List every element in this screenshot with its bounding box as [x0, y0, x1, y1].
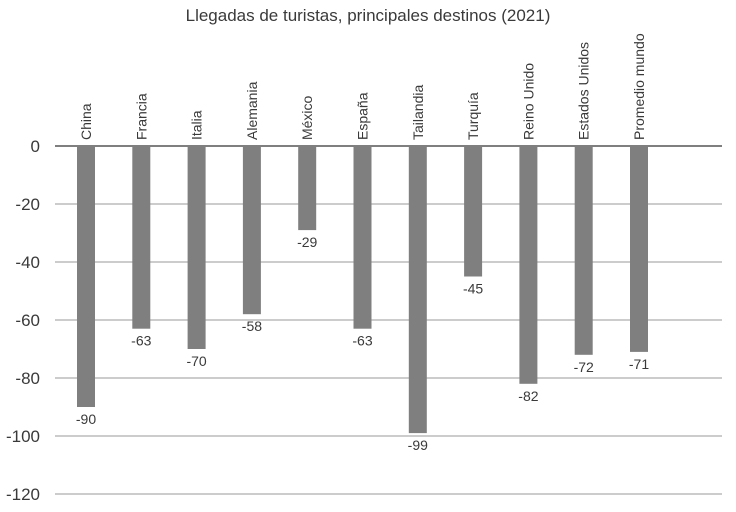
category-label: Promedio mundo — [631, 33, 647, 140]
category-label: Tailandia — [410, 85, 426, 140]
y-tick-label: 0 — [31, 137, 40, 156]
y-tick-label: -60 — [15, 311, 40, 330]
data-label: -99 — [408, 437, 428, 453]
bar — [187, 146, 206, 349]
data-label: -70 — [186, 353, 206, 369]
y-tick-label: -100 — [6, 427, 40, 446]
data-label: -58 — [242, 318, 262, 334]
category-label: Italia — [189, 110, 205, 140]
y-tick-label: -40 — [15, 253, 40, 272]
bar — [242, 146, 261, 315]
bar — [353, 146, 372, 329]
bar — [519, 146, 538, 384]
category-label: Estados Unidos — [576, 42, 592, 140]
data-label: -45 — [463, 281, 483, 297]
bar — [298, 146, 317, 231]
category-label: Francia — [133, 93, 149, 140]
data-label: -29 — [297, 234, 317, 250]
bar — [77, 146, 95, 407]
category-label: China — [78, 103, 94, 140]
bar — [574, 146, 593, 355]
bar — [464, 146, 483, 277]
category-label: Turquía — [465, 92, 481, 140]
bar — [132, 146, 151, 329]
data-label: -72 — [574, 359, 594, 375]
data-label: -90 — [76, 411, 96, 427]
category-label: España — [355, 92, 371, 140]
bar — [408, 146, 427, 434]
data-label: -63 — [131, 333, 151, 349]
chart-title: Llegadas de turistas, principales destin… — [185, 6, 551, 25]
y-tick-label: -80 — [15, 369, 40, 388]
y-tick-label: -120 — [6, 485, 40, 504]
data-label: -71 — [629, 356, 649, 372]
category-label: Reino Unido — [520, 63, 536, 140]
data-label: -82 — [518, 388, 538, 404]
bar — [630, 146, 648, 352]
category-label: Alemania — [244, 81, 260, 140]
category-label: México — [299, 95, 315, 140]
data-label: -63 — [352, 333, 372, 349]
y-tick-label: -20 — [15, 195, 40, 214]
